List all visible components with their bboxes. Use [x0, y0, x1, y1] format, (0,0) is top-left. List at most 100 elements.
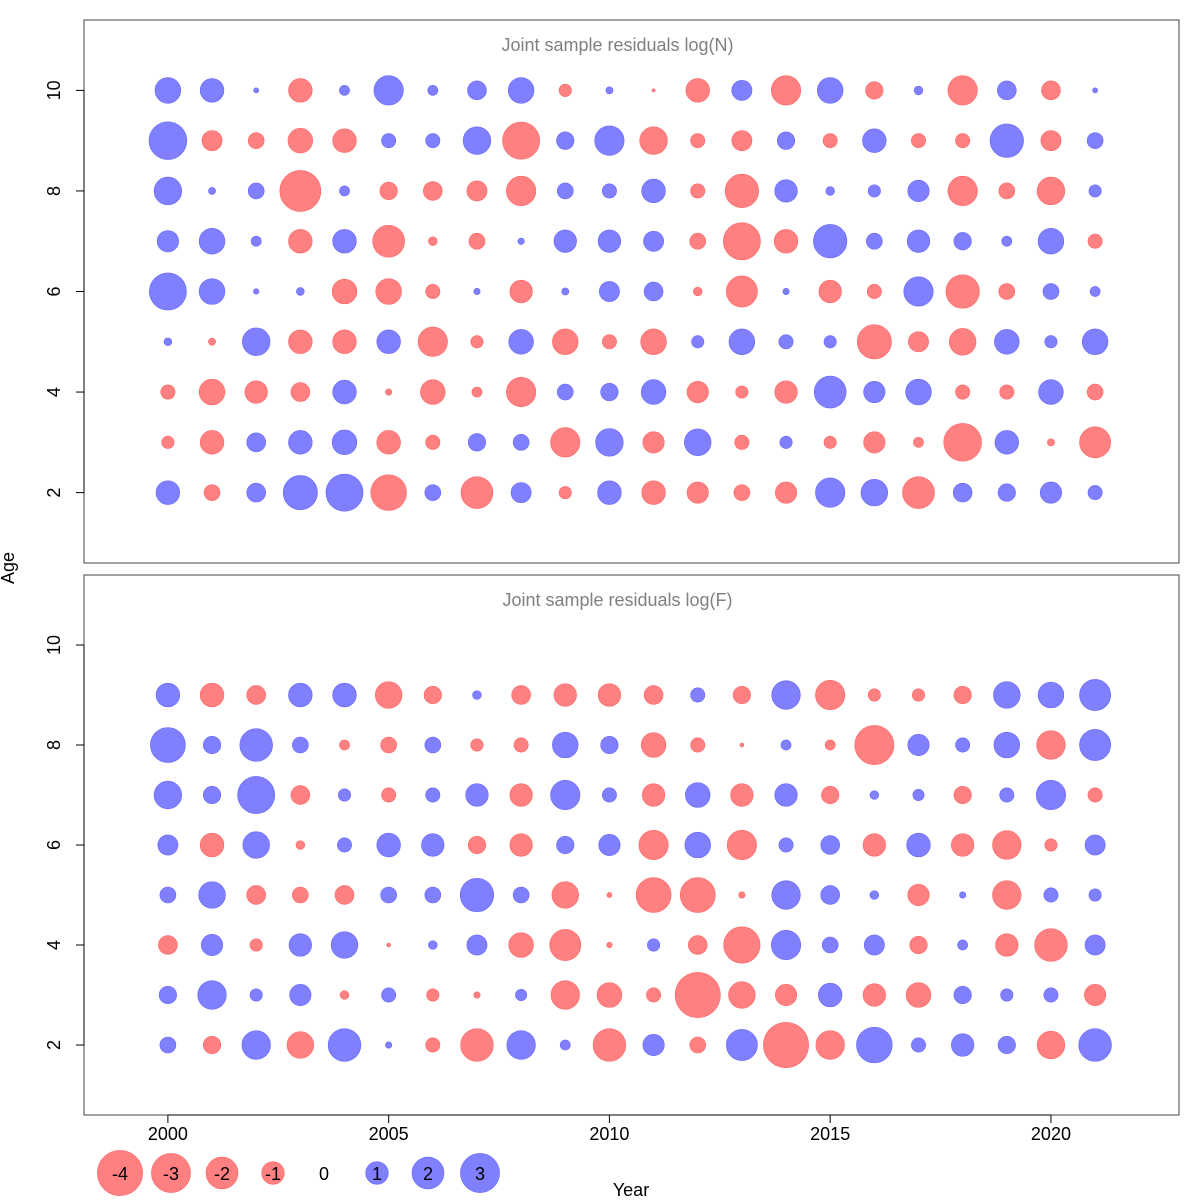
bubble-2021-age-2	[1087, 485, 1103, 501]
bubble-2004-age-5	[332, 329, 357, 354]
bubble-2018-age-5	[959, 891, 967, 899]
x-tick-label: 2010	[589, 1124, 629, 1144]
bubble-2015-age-7	[813, 224, 848, 259]
bubble-2004-age-10	[339, 85, 350, 96]
bubble-2002-age-6	[253, 288, 260, 295]
bubble-2019-age-5	[992, 880, 1022, 910]
bubble-2005-age-10	[373, 75, 404, 106]
bubble-2018-age-4	[955, 384, 971, 400]
legend-bubble	[261, 1161, 285, 1185]
bubble-2014-age-5	[778, 334, 794, 350]
bubble-2002-age-10	[253, 87, 260, 94]
bubble-2009-age-3	[550, 427, 581, 458]
bubble-2009-age-4	[556, 383, 574, 401]
bubble-2007-age-2	[460, 1028, 494, 1062]
bubble-2004-age-8	[339, 739, 350, 751]
bubble-2014-age-7	[773, 229, 799, 254]
bubble-2003-age-8	[279, 170, 322, 212]
bubble-2011-age-2	[641, 480, 666, 505]
bubble-2012-age-4	[686, 381, 709, 404]
bubble-2005-age-5	[376, 329, 401, 354]
bubble-2000-age-4	[158, 935, 178, 955]
bubble-2003-age-2	[282, 475, 318, 511]
bubble-2003-age-9	[288, 682, 313, 708]
bubble-2008-age-7	[509, 783, 533, 807]
bubble-2018-age-3	[953, 985, 972, 1005]
bubble-2002-age-5	[246, 885, 266, 905]
bubble-2006-age-8	[423, 181, 443, 201]
bubble-2018-age-9	[953, 685, 972, 705]
bubble-2005-age-7	[381, 787, 397, 803]
bubble-2008-age-2	[510, 482, 532, 504]
bubble-2005-age-7	[372, 224, 405, 258]
legend-label: 2	[423, 1164, 433, 1184]
bubble-2018-age-7	[953, 785, 972, 805]
bubble-2013-age-7	[730, 783, 754, 807]
bubble-2021-age-8	[1088, 184, 1102, 198]
bubble-2020-age-5	[1044, 335, 1058, 349]
bubble-2014-age-4	[774, 380, 798, 404]
bubble-2019-age-3	[1000, 988, 1014, 1002]
bubble-2006-age-9	[423, 685, 442, 705]
bubble-2001-age-6	[199, 832, 225, 858]
bubble-2010-age-10	[605, 86, 614, 95]
bubble-2006-age-2	[424, 484, 442, 501]
bubble-2010-age-9	[594, 125, 625, 156]
bubble-2000-age-9	[155, 682, 181, 708]
bubble-2014-age-6	[782, 288, 790, 295]
bubble-2009-age-2	[558, 486, 572, 500]
bubble-2014-age-9	[776, 131, 796, 150]
bubble-2016-age-9	[867, 688, 881, 702]
legend-label: -2	[214, 1164, 230, 1184]
y-tick-label: 6	[44, 286, 64, 296]
bubble-2007-age-7	[468, 232, 486, 250]
bubble-2008-age-9	[502, 121, 540, 160]
bubble-2005-age-5	[380, 886, 397, 904]
bubble-2001-age-5	[198, 881, 226, 909]
bubble-2002-age-9	[246, 685, 266, 705]
bubble-2001-age-9	[199, 682, 225, 708]
bubble-2003-age-4	[290, 382, 311, 402]
bubble-2021-age-3	[1079, 426, 1111, 459]
bubble-2006-age-4	[428, 940, 438, 950]
bubble-2006-age-2	[425, 1037, 441, 1053]
bubble-2005-age-6	[376, 832, 401, 858]
bubble-2003-age-5	[288, 329, 313, 354]
bubble-2006-age-4	[420, 379, 446, 405]
x-tick-label: 2020	[1031, 1124, 1071, 1144]
bubble-2013-age-9	[732, 685, 751, 705]
bubble-2006-age-3	[426, 988, 440, 1002]
bubble-2012-age-6	[684, 831, 711, 859]
bubble-2021-age-4	[1086, 383, 1104, 401]
bubble-2007-age-4	[471, 386, 483, 398]
legend: -4 -3 -2 -1 0 1 2 3	[97, 1150, 500, 1196]
bubble-2010-age-8	[601, 183, 617, 199]
bubble-2004-age-2	[325, 473, 364, 512]
bubble-2001-age-4	[201, 933, 224, 957]
bubble-2020-age-4	[1034, 928, 1068, 962]
bubble-2007-age-5	[470, 335, 484, 349]
y-tick-label: 6	[44, 840, 64, 850]
bubble-2018-age-2	[952, 482, 973, 503]
bubble-2001-age-7	[198, 228, 226, 255]
bubble-2016-age-9	[862, 128, 887, 153]
bubble-2003-age-3	[289, 983, 312, 1007]
bubble-2000-age-8	[153, 176, 183, 206]
bubble-2019-age-10	[997, 80, 1017, 101]
bubble-2002-age-3	[249, 988, 263, 1002]
bubble-2010-age-4	[600, 383, 619, 402]
bubble-2017-age-3	[905, 982, 932, 1008]
bubble-2007-age-3	[473, 991, 481, 999]
bubble-2007-age-3	[467, 433, 487, 452]
x-tick-label: 2015	[810, 1124, 850, 1144]
bubble-2003-age-7	[288, 229, 313, 254]
bubble-2014-age-4	[771, 929, 802, 961]
bubble-2010-age-3	[595, 428, 624, 457]
bubble-2017-age-5	[907, 883, 930, 907]
bubble-2018-age-6	[951, 833, 975, 857]
bubble-2011-age-6	[638, 829, 669, 861]
bubble-2021-age-9	[1086, 132, 1104, 149]
bubble-2015-age-10	[817, 77, 844, 104]
bubble-2004-age-5	[334, 885, 355, 905]
bubble-2000-age-3	[161, 435, 175, 449]
